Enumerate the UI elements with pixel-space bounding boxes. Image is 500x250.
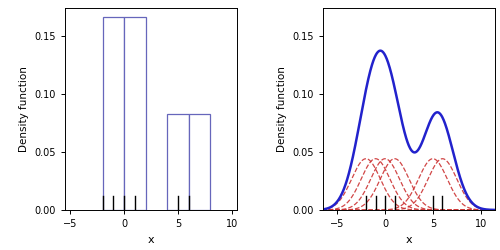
Y-axis label: Density function: Density function xyxy=(277,66,287,152)
Bar xyxy=(188,114,210,210)
X-axis label: x: x xyxy=(406,234,412,244)
Bar xyxy=(102,17,124,210)
X-axis label: x: x xyxy=(148,234,154,244)
Bar xyxy=(124,17,146,210)
Bar xyxy=(167,114,188,210)
Y-axis label: Density function: Density function xyxy=(19,66,29,152)
